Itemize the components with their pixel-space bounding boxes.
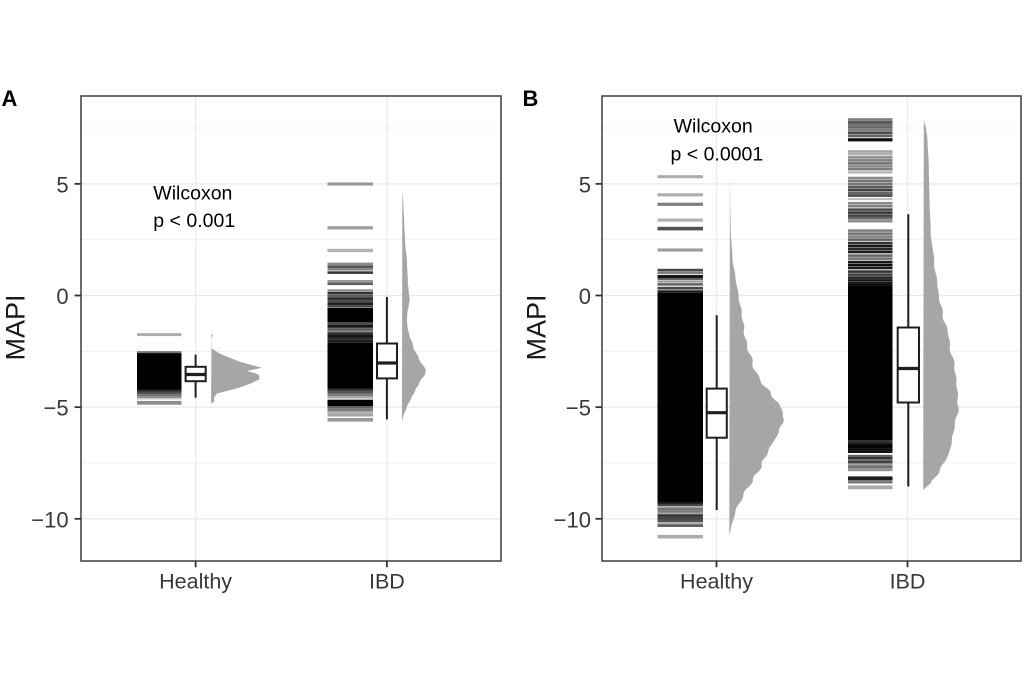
- svg-text:−5: −5: [566, 396, 591, 421]
- svg-text:MAPI: MAPI: [522, 294, 552, 360]
- svg-text:5: 5: [56, 172, 68, 197]
- svg-text:0: 0: [56, 284, 68, 309]
- svg-text:−10: −10: [31, 507, 68, 532]
- svg-text:IBD: IBD: [369, 570, 405, 594]
- svg-text:5: 5: [579, 172, 591, 197]
- svg-text:−5: −5: [44, 396, 69, 421]
- svg-text:0: 0: [579, 284, 591, 309]
- svg-text:p < 0.001: p < 0.001: [153, 210, 235, 232]
- svg-text:B: B: [523, 86, 539, 111]
- svg-text:A: A: [2, 86, 18, 111]
- svg-text:Healthy: Healthy: [159, 570, 232, 594]
- svg-text:MAPI: MAPI: [1, 294, 31, 360]
- svg-text:IBD: IBD: [890, 570, 926, 594]
- svg-text:Healthy: Healthy: [680, 570, 753, 594]
- svg-text:p < 0.0001: p < 0.0001: [671, 143, 764, 165]
- svg-text:Wilcoxon: Wilcoxon: [153, 183, 232, 205]
- svg-text:Wilcoxon: Wilcoxon: [674, 115, 753, 137]
- svg-text:−10: −10: [554, 507, 591, 532]
